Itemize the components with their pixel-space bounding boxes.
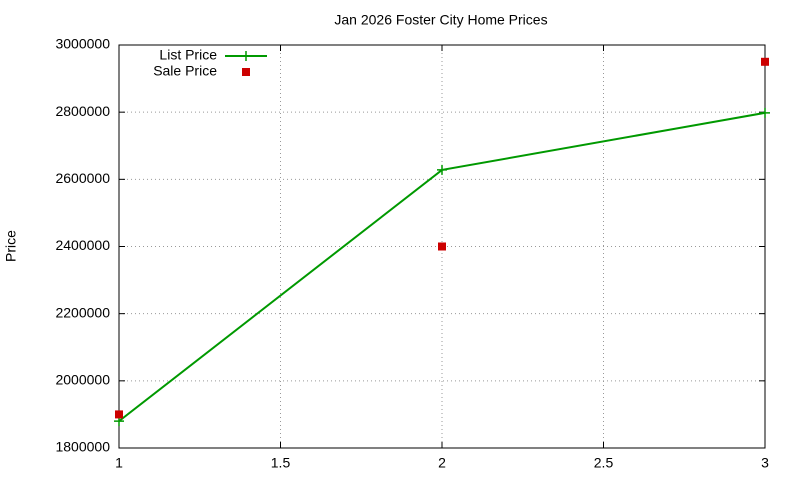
y-tick-label: 2600000: [55, 170, 110, 186]
point: [438, 242, 446, 251]
y-axis-label: Price: [3, 230, 19, 262]
legend-marker: [242, 68, 250, 76]
legend-marker: [241, 51, 251, 61]
x-tick-label: 1.5: [271, 455, 291, 471]
point: [115, 410, 123, 419]
chart-title: Jan 2026 Foster City Home Prices: [334, 12, 547, 28]
y-tick-label: 2400000: [55, 237, 110, 253]
x-tick-label: 2: [438, 455, 446, 471]
legend-label: Sale Price: [153, 63, 217, 79]
y-tick-label: 2200000: [55, 304, 110, 320]
y-tick-label: 2800000: [55, 103, 110, 119]
y-tick-label: 3000000: [55, 36, 110, 52]
y-tick-label: 1800000: [55, 439, 110, 455]
point: [760, 107, 770, 118]
x-tick-label: 2.5: [594, 455, 614, 471]
y-tick-label: 2000000: [55, 372, 110, 388]
series-line: [118, 111, 766, 422]
x-tick-label: 3: [761, 455, 769, 471]
point: [437, 164, 447, 175]
point: [761, 57, 769, 66]
plot-border: [118, 44, 766, 449]
legend-label: List Price: [159, 47, 217, 63]
x-tick-label: 1: [115, 455, 123, 471]
